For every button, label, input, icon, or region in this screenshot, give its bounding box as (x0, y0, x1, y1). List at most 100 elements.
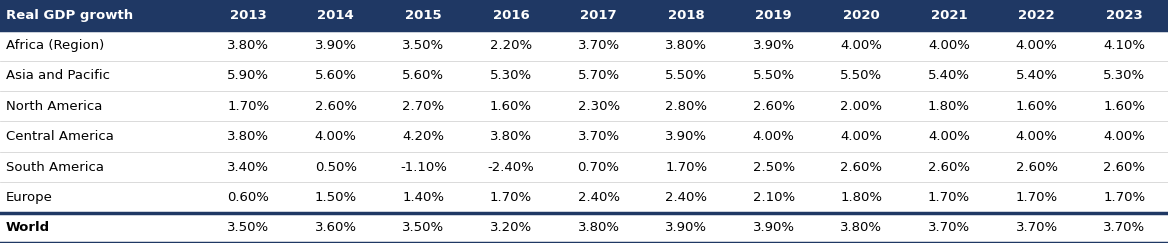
FancyBboxPatch shape (555, 152, 642, 182)
Text: 3.90%: 3.90% (666, 221, 707, 234)
FancyBboxPatch shape (642, 182, 730, 213)
Text: 2014: 2014 (318, 9, 354, 22)
FancyBboxPatch shape (730, 30, 818, 61)
Text: 2017: 2017 (580, 9, 617, 22)
Text: 1.80%: 1.80% (929, 100, 969, 113)
FancyBboxPatch shape (642, 30, 730, 61)
Text: 4.00%: 4.00% (1016, 130, 1057, 143)
FancyBboxPatch shape (1080, 152, 1168, 182)
Text: 3.70%: 3.70% (1103, 221, 1146, 234)
FancyBboxPatch shape (993, 152, 1080, 182)
FancyBboxPatch shape (467, 152, 555, 182)
Text: 4.00%: 4.00% (315, 130, 356, 143)
FancyBboxPatch shape (905, 0, 993, 30)
Text: 2.20%: 2.20% (489, 39, 533, 52)
Text: 1.70%: 1.70% (665, 161, 708, 174)
FancyBboxPatch shape (993, 91, 1080, 122)
FancyBboxPatch shape (467, 122, 555, 152)
FancyBboxPatch shape (204, 122, 292, 152)
Text: 5.60%: 5.60% (315, 69, 356, 82)
FancyBboxPatch shape (204, 182, 292, 213)
Text: 1.70%: 1.70% (927, 191, 971, 204)
FancyBboxPatch shape (818, 182, 905, 213)
Text: 3.20%: 3.20% (489, 221, 533, 234)
FancyBboxPatch shape (292, 122, 380, 152)
FancyBboxPatch shape (292, 91, 380, 122)
Text: 2.60%: 2.60% (315, 100, 356, 113)
Text: 3.80%: 3.80% (666, 39, 707, 52)
Text: 3.70%: 3.70% (577, 39, 620, 52)
FancyBboxPatch shape (1080, 30, 1168, 61)
FancyBboxPatch shape (467, 213, 555, 243)
Text: 2.10%: 2.10% (752, 191, 795, 204)
Text: 4.00%: 4.00% (1016, 39, 1057, 52)
Text: 5.40%: 5.40% (929, 69, 969, 82)
FancyBboxPatch shape (380, 182, 467, 213)
FancyBboxPatch shape (555, 182, 642, 213)
Text: 3.90%: 3.90% (315, 39, 356, 52)
FancyBboxPatch shape (993, 30, 1080, 61)
Text: 2016: 2016 (493, 9, 529, 22)
Text: 3.80%: 3.80% (491, 130, 531, 143)
Text: Central America: Central America (6, 130, 113, 143)
Text: 1.70%: 1.70% (1103, 191, 1146, 204)
Text: 2.60%: 2.60% (1104, 161, 1145, 174)
FancyBboxPatch shape (905, 122, 993, 152)
FancyBboxPatch shape (642, 122, 730, 152)
Text: 2.60%: 2.60% (753, 100, 794, 113)
FancyBboxPatch shape (993, 0, 1080, 30)
FancyBboxPatch shape (993, 122, 1080, 152)
Text: 4.20%: 4.20% (403, 130, 444, 143)
Text: 1.60%: 1.60% (1016, 100, 1057, 113)
FancyBboxPatch shape (467, 0, 555, 30)
Text: 5.50%: 5.50% (752, 69, 795, 82)
FancyBboxPatch shape (380, 30, 467, 61)
Text: 3.60%: 3.60% (315, 221, 356, 234)
Text: 2.60%: 2.60% (1016, 161, 1057, 174)
FancyBboxPatch shape (380, 152, 467, 182)
Text: Africa (Region): Africa (Region) (6, 39, 104, 52)
FancyBboxPatch shape (905, 91, 993, 122)
Text: Asia and Pacific: Asia and Pacific (6, 69, 110, 82)
Text: 2020: 2020 (843, 9, 880, 22)
FancyBboxPatch shape (467, 30, 555, 61)
FancyBboxPatch shape (555, 213, 642, 243)
FancyBboxPatch shape (730, 0, 818, 30)
FancyBboxPatch shape (292, 30, 380, 61)
Text: South America: South America (6, 161, 104, 174)
Text: 2.30%: 2.30% (577, 100, 620, 113)
Text: 2.60%: 2.60% (841, 161, 882, 174)
Text: 5.50%: 5.50% (665, 69, 708, 82)
Text: 3.40%: 3.40% (228, 161, 269, 174)
FancyBboxPatch shape (204, 152, 292, 182)
FancyBboxPatch shape (993, 182, 1080, 213)
FancyBboxPatch shape (905, 182, 993, 213)
Text: 2019: 2019 (756, 9, 792, 22)
Text: 5.30%: 5.30% (489, 69, 533, 82)
FancyBboxPatch shape (0, 61, 204, 91)
Text: 4.00%: 4.00% (1104, 130, 1145, 143)
FancyBboxPatch shape (730, 213, 818, 243)
Text: 2.70%: 2.70% (402, 100, 445, 113)
Text: 3.80%: 3.80% (578, 221, 619, 234)
Text: -1.10%: -1.10% (399, 161, 447, 174)
FancyBboxPatch shape (1080, 61, 1168, 91)
FancyBboxPatch shape (204, 0, 292, 30)
Text: 3.80%: 3.80% (228, 39, 269, 52)
Text: 1.60%: 1.60% (491, 100, 531, 113)
FancyBboxPatch shape (642, 61, 730, 91)
Text: World: World (6, 221, 50, 234)
Text: 5.60%: 5.60% (403, 69, 444, 82)
Text: 3.70%: 3.70% (577, 130, 620, 143)
FancyBboxPatch shape (905, 213, 993, 243)
Text: 0.60%: 0.60% (228, 191, 269, 204)
Text: 2023: 2023 (1106, 9, 1142, 22)
FancyBboxPatch shape (993, 61, 1080, 91)
Text: 4.00%: 4.00% (841, 130, 882, 143)
FancyBboxPatch shape (818, 213, 905, 243)
FancyBboxPatch shape (1080, 122, 1168, 152)
Text: 3.90%: 3.90% (753, 39, 794, 52)
FancyBboxPatch shape (555, 122, 642, 152)
FancyBboxPatch shape (818, 0, 905, 30)
FancyBboxPatch shape (1080, 0, 1168, 30)
